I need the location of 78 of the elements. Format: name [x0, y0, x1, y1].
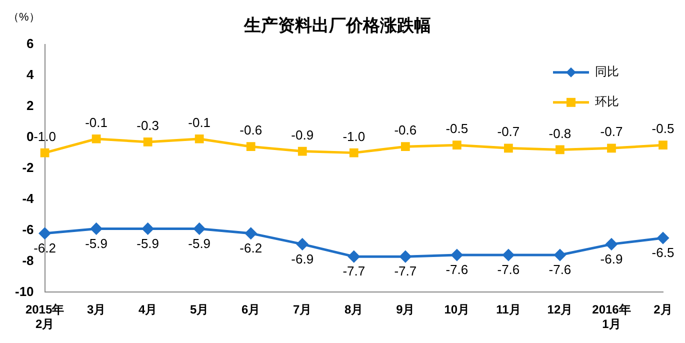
point	[502, 249, 514, 261]
x-tick-label: 6月	[242, 302, 260, 317]
point	[554, 249, 566, 261]
point	[348, 250, 360, 262]
point	[556, 145, 564, 154]
point	[296, 238, 308, 250]
x-tick-label: 2015年 2月	[25, 302, 64, 332]
x-tick-label: 5月	[190, 302, 209, 317]
data-label: -7.7	[342, 264, 366, 279]
x-tick-label: 4月	[138, 302, 158, 317]
legend-label: 同比	[595, 64, 619, 79]
data-label: -5.9	[85, 236, 108, 251]
point	[658, 140, 668, 150]
data-label: -0.3	[136, 118, 160, 134]
data-label: -0.8	[548, 126, 572, 141]
point	[245, 228, 257, 240]
x-tick-label: 3月	[86, 302, 106, 317]
point	[39, 228, 51, 240]
data-label: -0.7	[600, 124, 623, 140]
x-tick-label: 7月	[293, 302, 312, 317]
legend-label: 环比	[595, 94, 619, 109]
x-tick-label: 12月	[547, 302, 573, 317]
x-tick-label: 2016年 1月	[592, 302, 631, 332]
data-label: -6.2	[34, 240, 56, 256]
data-label: -7.6	[548, 262, 572, 278]
y-tick-label: 2	[26, 98, 34, 113]
chart-title: 生产资料出厂价格涨跌幅	[243, 16, 431, 35]
point	[400, 250, 412, 262]
point	[90, 222, 102, 234]
point	[606, 238, 618, 250]
data-label: -0.6	[394, 122, 417, 138]
data-label: -1.0	[342, 128, 366, 144]
point	[657, 232, 669, 244]
data-label: -6.9	[291, 251, 314, 266]
data-label: -0.5	[446, 121, 468, 136]
data-label: -6.9	[600, 251, 623, 266]
point	[349, 148, 358, 158]
data-label: -5.9	[188, 236, 211, 251]
data-label: -6.2	[240, 240, 262, 256]
point	[607, 144, 616, 153]
data-label: -0.5	[652, 121, 674, 136]
data-label: -5.9	[136, 236, 160, 251]
y-tick-label: -2	[22, 160, 34, 175]
y-tick-label: 6	[26, 36, 34, 51]
y-tick-label: 0	[26, 128, 34, 144]
x-tick-label: 10月	[444, 302, 470, 317]
point	[246, 142, 256, 152]
y-tick-label: -4	[22, 190, 35, 206]
point	[452, 140, 462, 150]
point	[400, 142, 410, 152]
point	[504, 144, 513, 153]
point	[143, 138, 152, 146]
data-label: -7.6	[497, 262, 520, 278]
point	[92, 134, 101, 144]
y-tick-label: -6	[22, 222, 34, 237]
point	[194, 222, 206, 234]
data-label: -0.7	[497, 124, 520, 140]
point	[40, 148, 50, 158]
x-tick-label: 8月	[344, 302, 364, 317]
x-tick-label: 9月	[396, 302, 415, 317]
point	[194, 134, 204, 144]
data-label: -0.9	[291, 127, 314, 142]
data-label: -0.1	[188, 114, 211, 130]
x-tick-label: 11月	[496, 302, 521, 317]
x-tick-label: 2月	[654, 302, 672, 317]
point	[298, 146, 307, 156]
y-tick-label: -8	[22, 252, 34, 268]
data-label: -1.0	[34, 128, 56, 144]
data-label: -0.6	[240, 122, 262, 138]
data-label: -6.5	[652, 245, 674, 260]
data-label: -7.6	[446, 262, 468, 278]
data-label: -7.7	[394, 264, 417, 279]
y-axis-title: （%）	[8, 12, 40, 24]
point	[142, 222, 154, 234]
y-tick-label: -10	[14, 284, 34, 299]
data-label: -0.1	[85, 114, 108, 130]
point	[451, 249, 463, 261]
y-tick-label: 4	[26, 66, 35, 82]
